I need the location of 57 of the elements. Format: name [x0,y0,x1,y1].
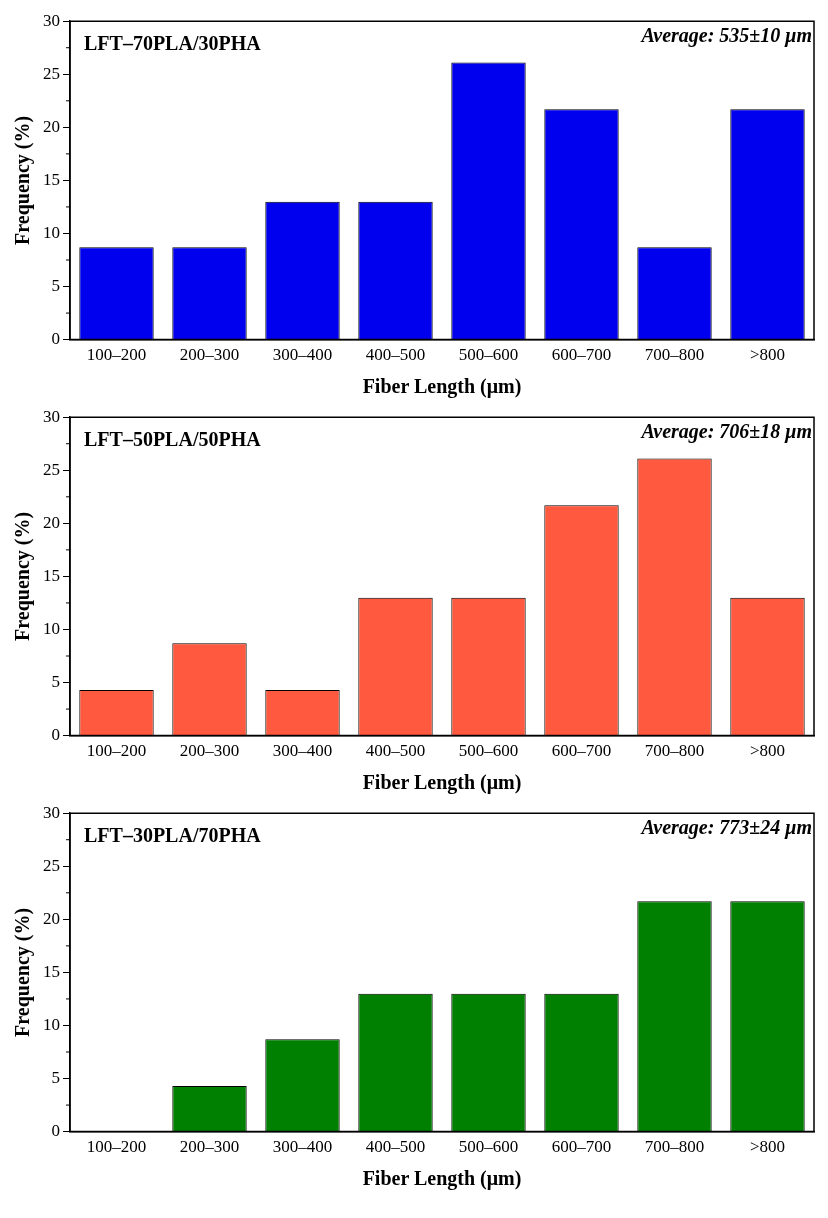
y-axis-title: Frequency (%) [11,115,35,245]
y-tick-label: 10 [43,222,60,242]
annotation: Average: 706±18 μm [639,420,812,444]
y-tick-label: 10 [43,618,60,638]
y-tick-label: 30 [43,10,60,30]
y-tick-label: 0 [51,1121,60,1141]
x-tick-label: 700–800 [644,345,705,365]
y-tick-label: 20 [43,116,60,136]
x-tick-label: 200–300 [179,1137,240,1157]
x-tick-label: 700–800 [644,1137,705,1157]
y-tick-label: 15 [43,961,60,981]
x-tick-label: 400–500 [365,345,426,365]
text: LFT–30PLA/70PHA [84,824,262,847]
y-tick-label: 25 [43,63,60,83]
y-axis-title: Frequency (%) [11,511,35,641]
x-tick-label: 500–600 [458,741,519,761]
y-tick-label: 5 [51,276,60,295]
x-tick-label: 400–500 [365,1137,426,1157]
y-tick-label: 30 [43,802,60,822]
x-tick-label: 100–200 [86,1137,147,1157]
x-tick-label: 500–600 [458,1137,519,1157]
y-tick-label: 15 [43,565,60,585]
y-tick-label: 25 [43,855,60,875]
y-tick-label: 5 [51,672,60,691]
y-tick-label: 20 [43,512,60,532]
x-tick-label: 200–300 [179,741,240,761]
annotation: Average: 773±24 μm [639,816,812,840]
y-tick-label: 20 [43,908,60,928]
y-axis-title: Frequency (%) [11,907,35,1037]
x-tick-label: 300–400 [272,1137,333,1157]
x-tick-label: 300–400 [272,741,333,761]
x-tick-label: 400–500 [365,741,426,761]
x-axis-title: Fiber Length (μm) [362,1167,522,1191]
text: LFT–50PLA/50PHA [84,428,262,451]
x-tick-label: 600–700 [551,741,612,761]
text: LFT–70PLA/30PHA [84,32,262,55]
x-tick-label: >800 [749,741,786,761]
x-tick-label: 500–600 [458,345,519,365]
y-tick-label: 10 [43,1014,60,1034]
x-tick-label: 200–300 [179,345,240,365]
x-tick-label: 100–200 [86,345,147,365]
x-tick-label: 600–700 [551,345,612,365]
x-axis-title: Fiber Length (μm) [362,771,522,795]
x-tick-label: 700–800 [644,741,705,761]
y-tick-label: 30 [43,406,60,426]
y-tick-label: 5 [51,1068,60,1087]
y-tick-label: 0 [51,329,60,349]
x-tick-label: 100–200 [86,741,147,761]
y-tick-label: 0 [51,725,60,745]
annotation: Average: 535±10 μm [639,24,812,48]
y-tick-label: 25 [43,459,60,479]
x-axis-title: Fiber Length (μm) [362,375,522,399]
x-tick-label: >800 [749,1137,786,1157]
y-tick-label: 15 [43,169,60,189]
x-tick-label: 600–700 [551,1137,612,1157]
x-tick-label: >800 [749,345,786,365]
x-tick-label: 300–400 [272,345,333,365]
